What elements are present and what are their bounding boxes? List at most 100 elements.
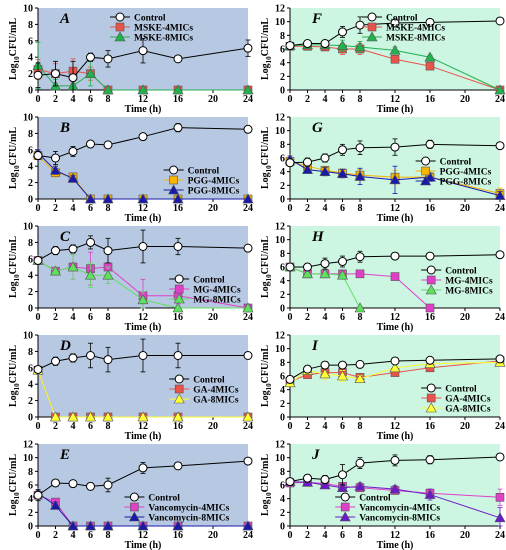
- series-d-0: [33, 338, 253, 374]
- y-axis-label-c: Log10CFU/mL: [8, 236, 21, 298]
- x-tick-label-a: 2: [53, 94, 58, 105]
- x-tick-label-i: 6: [340, 421, 345, 432]
- x-tick-label-a: 4: [71, 94, 76, 105]
- data-point-h-0: [355, 252, 365, 262]
- legend-label-j: Control: [359, 494, 391, 504]
- legend-label-c: Control: [193, 276, 225, 286]
- y-tick-label-c: 6: [28, 254, 33, 265]
- x-axis-label-f: Time (h): [377, 104, 414, 115]
- data-point-c-0: [86, 237, 95, 247]
- data-point-e-0: [173, 461, 183, 471]
- x-tick-label-g: 6: [340, 203, 345, 214]
- data-point-i-2: [389, 362, 401, 373]
- x-tick-label-a: 12: [138, 94, 148, 105]
- legend-marker-h: [426, 275, 436, 285]
- x-tick-label-c: 16: [173, 312, 183, 323]
- data-point-f-0: [285, 41, 295, 51]
- data-point-g-0: [303, 157, 312, 167]
- x-tick-label-b: 0: [36, 203, 41, 214]
- x-tick-label-g: 4: [323, 203, 328, 214]
- data-point-e-0: [33, 490, 43, 500]
- data-point-j-0: [390, 455, 400, 465]
- y-tick-label-h: 8: [280, 249, 285, 260]
- plot-area-b: [38, 117, 248, 199]
- y-tick-label-j: 10: [275, 453, 285, 464]
- data-point-d-2: [49, 411, 62, 422]
- data-point-b-2: [172, 193, 184, 204]
- legend-label-f: Control: [386, 14, 418, 24]
- x-tick-label-b: 24: [243, 203, 253, 214]
- x-tick-label-h: 24: [495, 312, 505, 323]
- data-point-j-2: [424, 488, 436, 499]
- legend-label-a: Control: [134, 14, 166, 24]
- x-tick-label-j: 4: [323, 530, 328, 541]
- data-point-e-2: [49, 499, 62, 510]
- data-point-d-2: [84, 411, 97, 422]
- series-h-2: [284, 261, 366, 313]
- data-point-h-2: [301, 268, 314, 279]
- x-tick-label-i: 8: [358, 421, 363, 432]
- data-point-j-2: [354, 480, 366, 491]
- data-point-b-0: [173, 123, 183, 133]
- y-tick-label-d: 8: [28, 347, 33, 358]
- legend-marker-c: [174, 274, 184, 284]
- x-tick-label-b: 12: [138, 203, 148, 214]
- y-tick-label-a: 4: [28, 53, 33, 64]
- legend-marker-i: [426, 383, 436, 393]
- data-point-c-0: [103, 246, 113, 256]
- data-point-b-0: [138, 132, 148, 142]
- data-point-c-2: [49, 265, 62, 276]
- data-point-j-2: [494, 512, 506, 523]
- data-point-i-0: [285, 374, 295, 384]
- data-point-b-2: [102, 193, 114, 204]
- legend-marker-h: [425, 284, 437, 295]
- x-tick-label-h: 20: [460, 312, 470, 323]
- y-tick-label-c: 10: [23, 222, 33, 233]
- y-tick-label-j: 4: [280, 494, 285, 505]
- data-point-c-2: [242, 302, 254, 313]
- data-point-e-0: [86, 481, 95, 491]
- x-tick-label-g: 8: [358, 203, 363, 214]
- data-point-b-0: [68, 146, 78, 156]
- data-point-j-0: [320, 475, 330, 485]
- legend-label-b: Control: [188, 167, 220, 177]
- legend-marker-a: [115, 12, 125, 22]
- series-j-0: [285, 452, 505, 487]
- x-tick-label-d: 4: [71, 421, 76, 432]
- data-point-i-0: [320, 360, 330, 370]
- x-tick-label-g: 2: [305, 203, 310, 214]
- data-point-c-2: [84, 269, 97, 280]
- data-point-c-2: [67, 261, 79, 272]
- data-point-e-0: [243, 456, 253, 466]
- data-point-b-0: [33, 151, 43, 161]
- y-axis-label-d: Log10CFU/mL: [8, 345, 21, 407]
- legend-marker-i: [426, 393, 436, 403]
- data-point-b-2: [137, 193, 149, 204]
- data-point-f-1: [390, 54, 400, 64]
- x-tick-label-d: 2: [53, 421, 58, 432]
- data-point-a-0: [103, 54, 113, 64]
- legend-marker-d: [174, 374, 184, 384]
- data-point-i-0: [390, 356, 400, 366]
- data-point-h-1: [390, 272, 400, 281]
- y-tick-label-e: 12: [23, 440, 33, 451]
- x-tick-label-i: 16: [425, 421, 435, 432]
- y-axis-label-h: Log10CFU/mL: [260, 236, 273, 298]
- panel-label-a: A: [59, 11, 70, 27]
- data-point-f-2: [424, 51, 436, 62]
- data-point-d-0: [103, 355, 113, 365]
- x-tick-label-f: 24: [495, 94, 505, 105]
- y-tick-label-e: 4: [28, 494, 33, 505]
- y-tick-label-h: 10: [275, 235, 285, 246]
- legend-label-e: Control: [148, 494, 180, 504]
- x-tick-label-i: 0: [288, 421, 293, 432]
- legend-marker-f: [366, 31, 378, 42]
- data-point-h-0: [495, 250, 505, 260]
- y-tick-label-f: 12: [275, 4, 285, 15]
